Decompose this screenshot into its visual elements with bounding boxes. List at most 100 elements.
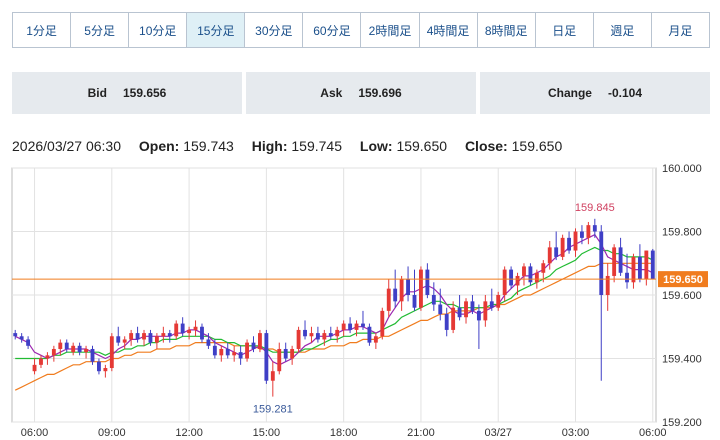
timeframe-button[interactable]: 2時間足 (361, 13, 420, 47)
candle-body (58, 342, 63, 349)
candle-body (509, 269, 514, 286)
candle-body (560, 237, 565, 257)
candle-body (174, 323, 179, 337)
candle-body (19, 336, 24, 340)
candle-body (219, 348, 224, 356)
candle-body (129, 333, 134, 340)
candle-body (470, 301, 475, 311)
timeframe-button[interactable]: 8時間足 (477, 13, 536, 47)
ma-fast-line (14, 233, 654, 366)
candle-body (90, 348, 95, 362)
candle-body (489, 301, 494, 308)
ohlc-readout: 2026/03/27 06:30 Open: 159.743 High: 159… (12, 138, 562, 154)
candle-body (380, 310, 385, 337)
timeframe-button[interactable]: 1分足 (13, 13, 72, 47)
candle-body (586, 225, 591, 238)
x-tick-label: 06:00 (639, 427, 667, 439)
timeframe-button[interactable]: 60分足 (303, 13, 362, 47)
timeframe-button[interactable]: 月足 (651, 13, 709, 47)
low-label: Low: (359, 138, 393, 154)
candle-body (451, 307, 456, 330)
ma-slow-line (14, 262, 653, 391)
candle-body (245, 342, 249, 359)
candle-body (631, 256, 636, 283)
candle-body (361, 323, 365, 327)
candle-body (315, 333, 320, 340)
y-tick-label: 160.000 (662, 163, 702, 175)
candle-body (296, 329, 301, 349)
candle-body (64, 342, 69, 349)
candle-body (26, 339, 31, 346)
candle-body (534, 272, 539, 283)
timeframe-button[interactable]: 30分足 (245, 13, 304, 47)
candle-body (438, 304, 443, 315)
candle-body (77, 345, 82, 353)
timeframe-button[interactable]: 週足 (593, 13, 652, 47)
candle-body (354, 323, 359, 330)
timeframe-button[interactable]: 15分足 (187, 13, 246, 47)
candle-body (212, 345, 217, 356)
timeframe-button[interactable]: 5分足 (71, 13, 130, 47)
candle-body (154, 336, 159, 343)
candle-body (431, 295, 436, 305)
candle-body (457, 307, 462, 318)
candle-body (605, 275, 610, 295)
candle-body (547, 247, 552, 264)
close-value: 159.650 (511, 138, 563, 154)
candle-body (599, 231, 604, 295)
x-tick-label: 06:00 (21, 427, 49, 439)
price-chart[interactable]: 160.000159.800159.600159.400159.20006:00… (0, 158, 720, 440)
candle-body (238, 352, 243, 359)
candle-body (309, 333, 314, 337)
candle-body (180, 323, 185, 334)
change-value: -0.104 (607, 86, 643, 100)
candle-body (122, 339, 127, 343)
quote-bar: Bid 159.656 Ask 159.696 Change -0.104 (12, 72, 710, 114)
low-annotation: 159.281 (253, 404, 293, 416)
candle-body (283, 348, 288, 359)
candle-body (206, 339, 211, 346)
candle-body (522, 266, 526, 276)
timeframe-button[interactable]: 日足 (535, 13, 594, 47)
candle-body (444, 314, 449, 330)
candle-body (290, 348, 295, 359)
x-tick-label: 03:00 (562, 427, 590, 439)
timeframe-button[interactable]: 4時間足 (419, 13, 478, 47)
y-tick-label: 159.400 (662, 354, 702, 366)
current-price-tag (658, 271, 708, 288)
candle-body (13, 333, 18, 337)
high-label: High: (251, 138, 288, 154)
candle-body (322, 333, 327, 340)
high-annotation: 159.845 (575, 202, 615, 214)
candle-body (554, 247, 559, 257)
candle-body (225, 348, 230, 356)
candle-body (567, 237, 571, 251)
candle-body (97, 361, 101, 372)
candle-body (373, 336, 378, 343)
candle-body (187, 329, 192, 334)
change-label: Change (547, 86, 592, 100)
ask-value: 159.696 (358, 86, 402, 100)
candle-body (637, 256, 642, 280)
candle-body (541, 263, 546, 273)
y-tick-label: 159.600 (662, 290, 702, 302)
candle-body (167, 333, 172, 337)
candle-body (109, 336, 114, 369)
bid-cell: Bid 159.656 (12, 72, 242, 114)
bid-label: Bid (87, 86, 107, 100)
candle-body (135, 333, 140, 340)
ask-label: Ask (320, 86, 343, 100)
ask-cell: Ask 159.696 (246, 72, 476, 114)
timeframe-button[interactable]: 10分足 (129, 13, 188, 47)
timeframe-selector: 1分足 5分足 10分足 15分足 30分足 60分足 2時間足 4時間足 8時間足 日足 週足 月足 (12, 12, 710, 48)
candle-body (367, 326, 372, 343)
candle-body (515, 275, 520, 286)
candle-body (328, 333, 333, 337)
candle-body (502, 269, 507, 295)
candle-body (386, 288, 391, 311)
bid-value: 159.656 (122, 86, 167, 100)
candle-body (148, 333, 153, 343)
candle-body (103, 368, 108, 372)
candle-body (200, 326, 204, 340)
candle-body (464, 301, 468, 318)
